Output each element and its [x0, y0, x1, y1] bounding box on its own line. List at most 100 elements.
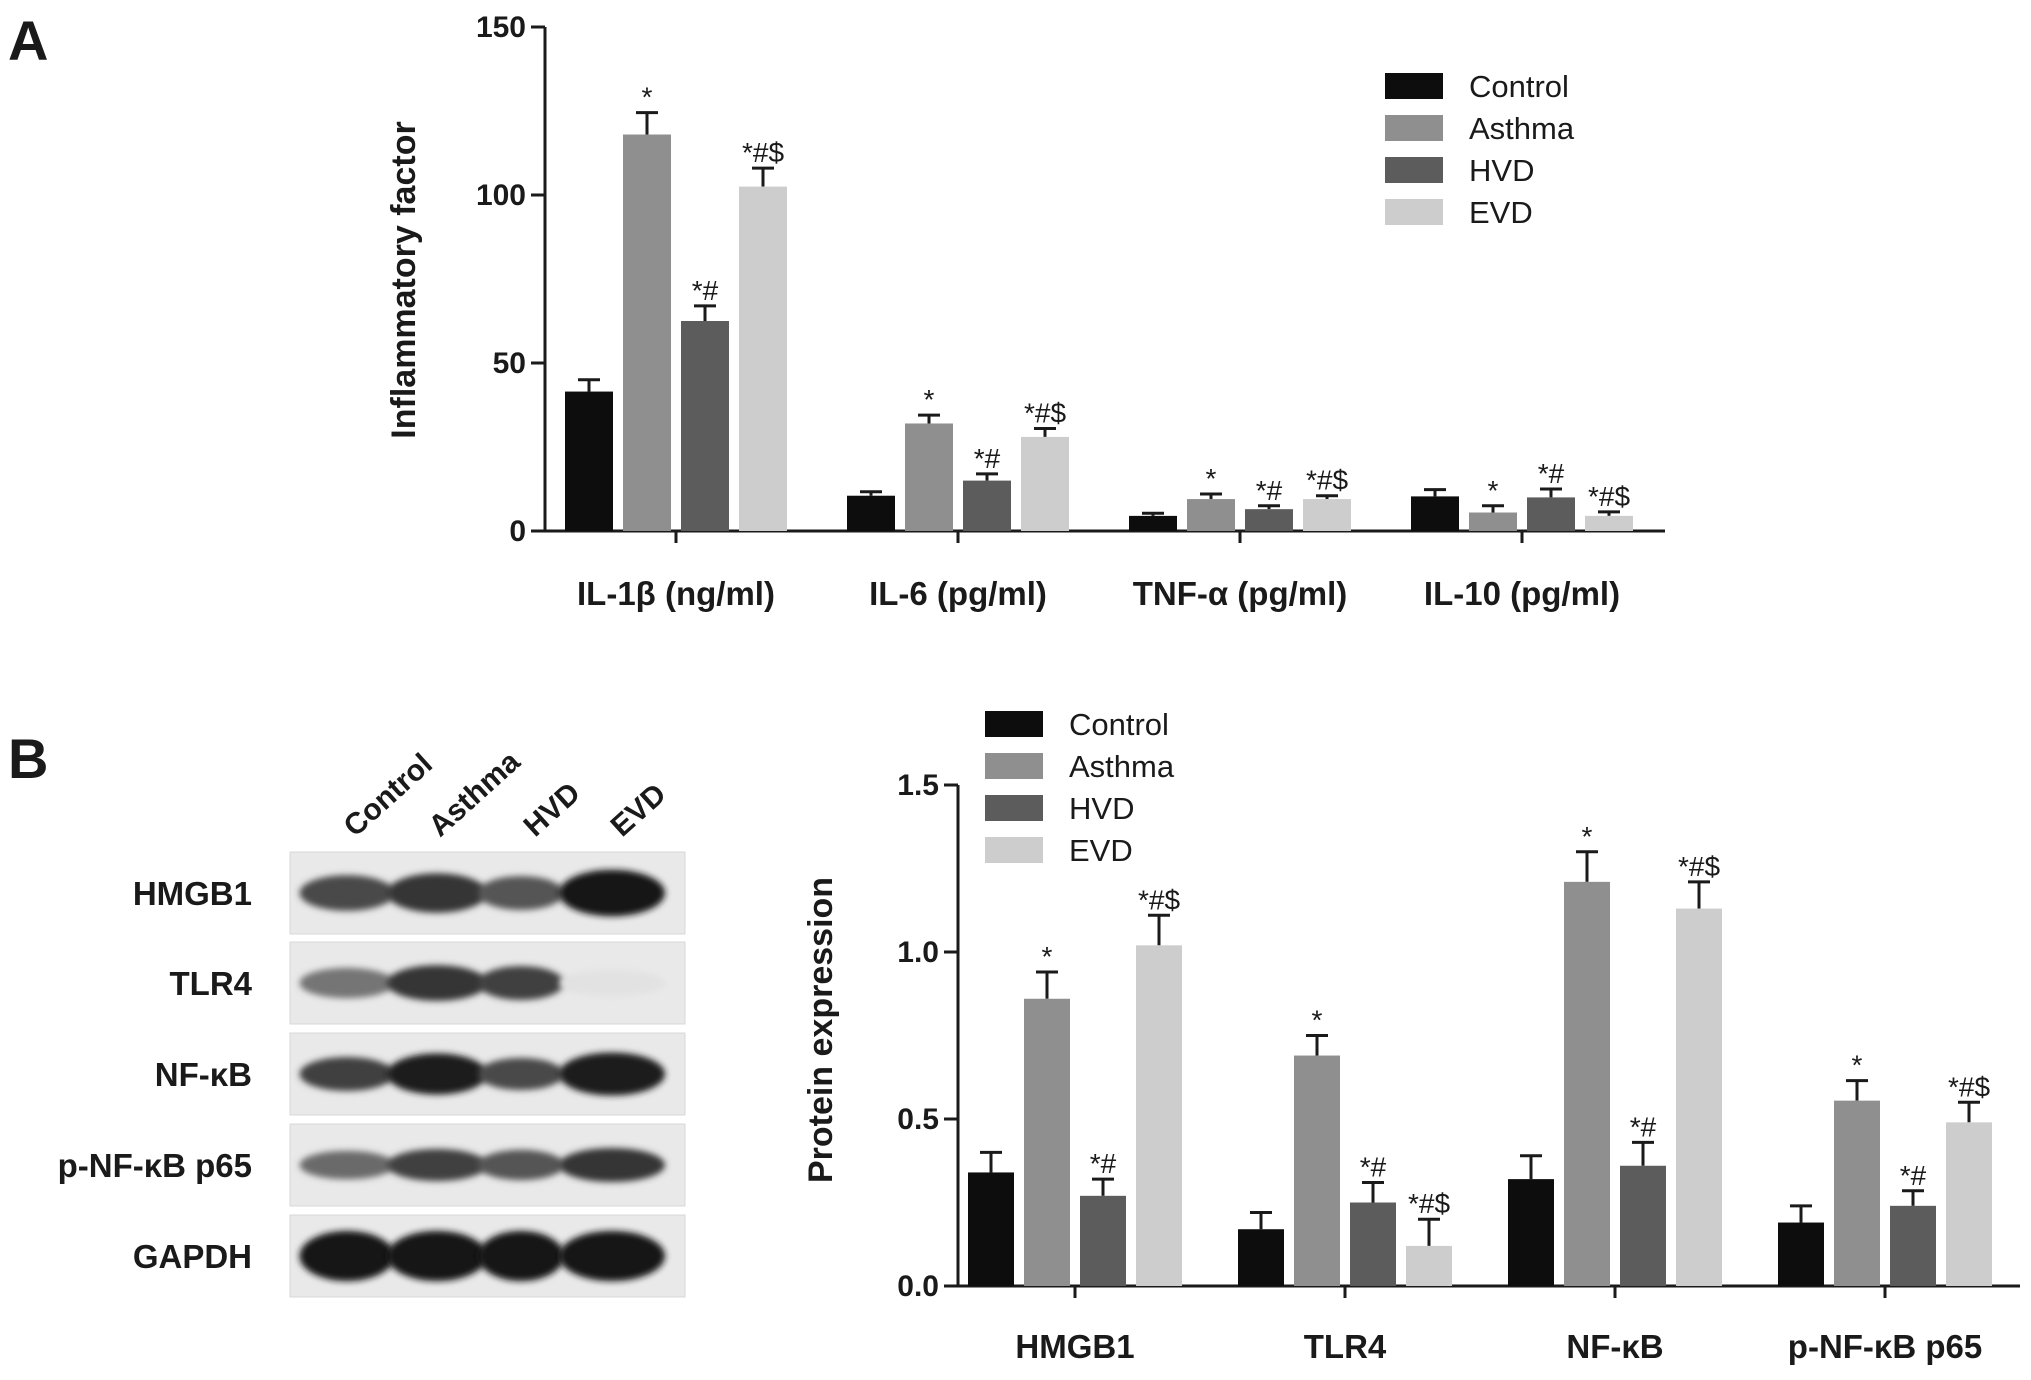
blot-band-gapdh-asthma: [387, 1230, 487, 1282]
chart-b-bar-nf-b-evd-significance-label: *#$: [1678, 851, 1720, 882]
chart-a-bar-il-10-pg-ml-control: [1411, 496, 1459, 531]
blot-lane-label-control: Control: [338, 747, 439, 843]
chart-b-legend-swatch-control: [985, 711, 1043, 737]
blot-band-p-nf-b-p65-asthma: [387, 1148, 487, 1182]
blot-band-hmgb1-hvd: [478, 876, 564, 910]
chart-b-y-tick-label: 0.5: [897, 1103, 939, 1136]
chart-b-bar-tlr4-evd-significance-label: *#$: [1408, 1188, 1450, 1219]
chart-a-bar-il-1-ng-ml-evd-significance-label: *#$: [742, 137, 784, 168]
chart-a-bar-il-6-pg-ml-evd-significance-label: *#$: [1024, 398, 1066, 429]
chart-b-bar-tlr4-evd: [1406, 1245, 1452, 1286]
chart-b-y-tick-label: 1.0: [897, 936, 939, 969]
blot-band-nf-b-evd: [559, 1052, 665, 1096]
chart-a-bar-il-10-pg-ml-asthma: [1469, 512, 1517, 531]
chart-b-bar-p-nf-b-p65-evd: [1946, 1122, 1992, 1286]
blot-band-nf-b-asthma: [387, 1053, 487, 1095]
chart-a-bar-il-10-pg-ml-evd: [1585, 515, 1633, 531]
chart-b-bar-hmgb1-evd-significance-label: *#$: [1138, 884, 1180, 915]
chart-a-category-label: IL-6 (pg/ml): [869, 575, 1047, 612]
chart-a-bar-il-10-pg-ml-evd-significance-label: *#$: [1588, 481, 1630, 512]
blot-band-tlr4-control: [299, 967, 395, 999]
blot-band-gapdh-hvd: [478, 1230, 564, 1282]
chart-b-bar-hmgb1-hvd-significance-label: *#: [1090, 1148, 1117, 1179]
chart-a-bar-tnf-pg-ml-asthma: [1187, 499, 1235, 531]
chart-a-category-label: TNF-α (pg/ml): [1133, 575, 1348, 612]
chart-b-category-label: p-NF-κB p65: [1788, 1328, 1982, 1365]
blot-band-gapdh-control: [299, 1230, 395, 1282]
chart-b-legend-label-control: Control: [1069, 707, 1169, 742]
blot-band-hmgb1-evd: [559, 869, 665, 917]
chart-b-bar-nf-b-asthma: [1564, 881, 1610, 1286]
blot-lane-label-hvd: HVD: [518, 776, 587, 843]
chart-a-y-tick-label: 100: [476, 179, 526, 212]
chart-b-category-label: TLR4: [1304, 1328, 1387, 1365]
blot-row-gapdh: GAPDH: [133, 1214, 686, 1298]
chart-a-bar-il-6-pg-ml-evd: [1021, 436, 1069, 531]
chart-a-bar-tnf-pg-ml-hvd: [1245, 509, 1293, 531]
chart-a-bar-il-6-pg-ml-asthma-significance-label: *: [924, 384, 935, 415]
chart-a-bar-il-10-pg-ml-asthma-significance-label: *: [1488, 475, 1499, 506]
chart-a-legend: Control Asthma HVD EVD: [1385, 69, 1575, 230]
chart-a-bar-il-1-ng-ml-asthma: [623, 134, 671, 531]
chart-b-bar-tlr4-hvd: [1350, 1202, 1396, 1286]
panel-b-label: B: [8, 727, 48, 790]
chart-b-legend: Control Asthma HVD EVD: [985, 707, 1175, 868]
chart-a-y-tick-label: 150: [476, 11, 526, 44]
chart-a: Inflammatory factor 0 50 100 150 * *# *#$ IL-1β…: [385, 11, 1665, 612]
chart-a-legend-label-hvd: HVD: [1469, 153, 1534, 188]
blot-row-label-nf-b: NF-κB: [155, 1056, 252, 1093]
chart-b-bar-tlr4-asthma-significance-label: *: [1312, 1005, 1323, 1036]
blot-band-p-nf-b-p65-control: [299, 1150, 395, 1180]
chart-b-bar-p-nf-b-p65-asthma: [1834, 1100, 1880, 1286]
chart-b-category-label: HMGB1: [1015, 1328, 1134, 1365]
chart-a-bar-il-10-pg-ml-hvd-significance-label: *#: [1538, 458, 1565, 489]
chart-b-y-axis-label: Protein expression: [802, 877, 840, 1183]
chart-b-y-tick-label: 1.5: [897, 769, 939, 802]
chart-b-bar-p-nf-b-p65-control: [1778, 1222, 1824, 1286]
chart-a-legend-swatch-control: [1385, 73, 1443, 99]
chart-b-legend-swatch-hvd: [985, 795, 1043, 821]
chart-a-legend-swatch-asthma: [1385, 115, 1443, 141]
chart-b-bar-p-nf-b-p65-hvd-significance-label: *#: [1900, 1160, 1927, 1191]
blot-band-tlr4-hvd: [478, 966, 564, 1000]
blot-lane-label-evd: EVD: [605, 777, 673, 843]
blot-band-tlr4-evd: [559, 969, 665, 997]
chart-b-bar-nf-b-hvd: [1620, 1165, 1666, 1286]
blot-band-gapdh-evd: [559, 1230, 665, 1282]
blot-row-tlr4: TLR4: [170, 941, 686, 1025]
chart-a-legend-swatch-hvd: [1385, 157, 1443, 183]
chart-b-legend-label-asthma: Asthma: [1069, 749, 1175, 784]
chart-a-bar-il-1-ng-ml-hvd-significance-label: *#: [692, 275, 719, 306]
chart-a-bar-il-6-pg-ml-control: [847, 495, 895, 531]
chart-b-bar-hmgb1-asthma: [1024, 998, 1070, 1286]
chart-a-bar-il-1-ng-ml-asthma-significance-label: *: [642, 82, 653, 113]
chart-a-y-tick-label: 0: [509, 515, 526, 548]
blot-band-p-nf-b-p65-hvd: [478, 1149, 564, 1181]
blot-band-hmgb1-asthma: [387, 873, 487, 913]
chart-a-category-label: IL-1β (ng/ml): [577, 575, 775, 612]
chart-b-bar-hmgb1-evd: [1136, 945, 1182, 1286]
chart-a-bar-il-6-pg-ml-hvd-significance-label: *#: [974, 443, 1001, 474]
chart-a-bar-il-6-pg-ml-hvd: [963, 480, 1011, 531]
chart-a-legend-label-control: Control: [1469, 69, 1569, 104]
blot-band-nf-b-hvd: [478, 1057, 564, 1091]
chart-b-bar-hmgb1-control: [968, 1172, 1014, 1286]
chart-a-legend-swatch-evd: [1385, 199, 1443, 225]
chart-b-bar-tlr4-control: [1238, 1229, 1284, 1286]
chart-b-bar-p-nf-b-p65-evd-significance-label: *#$: [1948, 1071, 1990, 1102]
blot-row-label-gapdh: GAPDH: [133, 1238, 252, 1275]
chart-b-bar-tlr4-asthma: [1294, 1055, 1340, 1286]
chart-b-bar-nf-b-hvd-significance-label: *#: [1630, 1111, 1657, 1142]
chart-b-legend-swatch-asthma: [985, 753, 1043, 779]
chart-b-legend-label-evd: EVD: [1069, 833, 1133, 868]
chart-b-legend-label-hvd: HVD: [1069, 791, 1134, 826]
chart-b-bar-hmgb1-asthma-significance-label: *: [1042, 941, 1053, 972]
chart-b-category-label: NF-κB: [1566, 1328, 1663, 1365]
chart-b-bar-p-nf-b-p65-hvd: [1890, 1205, 1936, 1286]
chart-a-y-axis-label: Inflammatory factor: [385, 121, 423, 438]
chart-b-bar-nf-b-control: [1508, 1179, 1554, 1286]
blot-band-tlr4-asthma: [387, 965, 487, 1001]
chart-a-bar-tnf-pg-ml-asthma-significance-label: *: [1206, 463, 1217, 494]
